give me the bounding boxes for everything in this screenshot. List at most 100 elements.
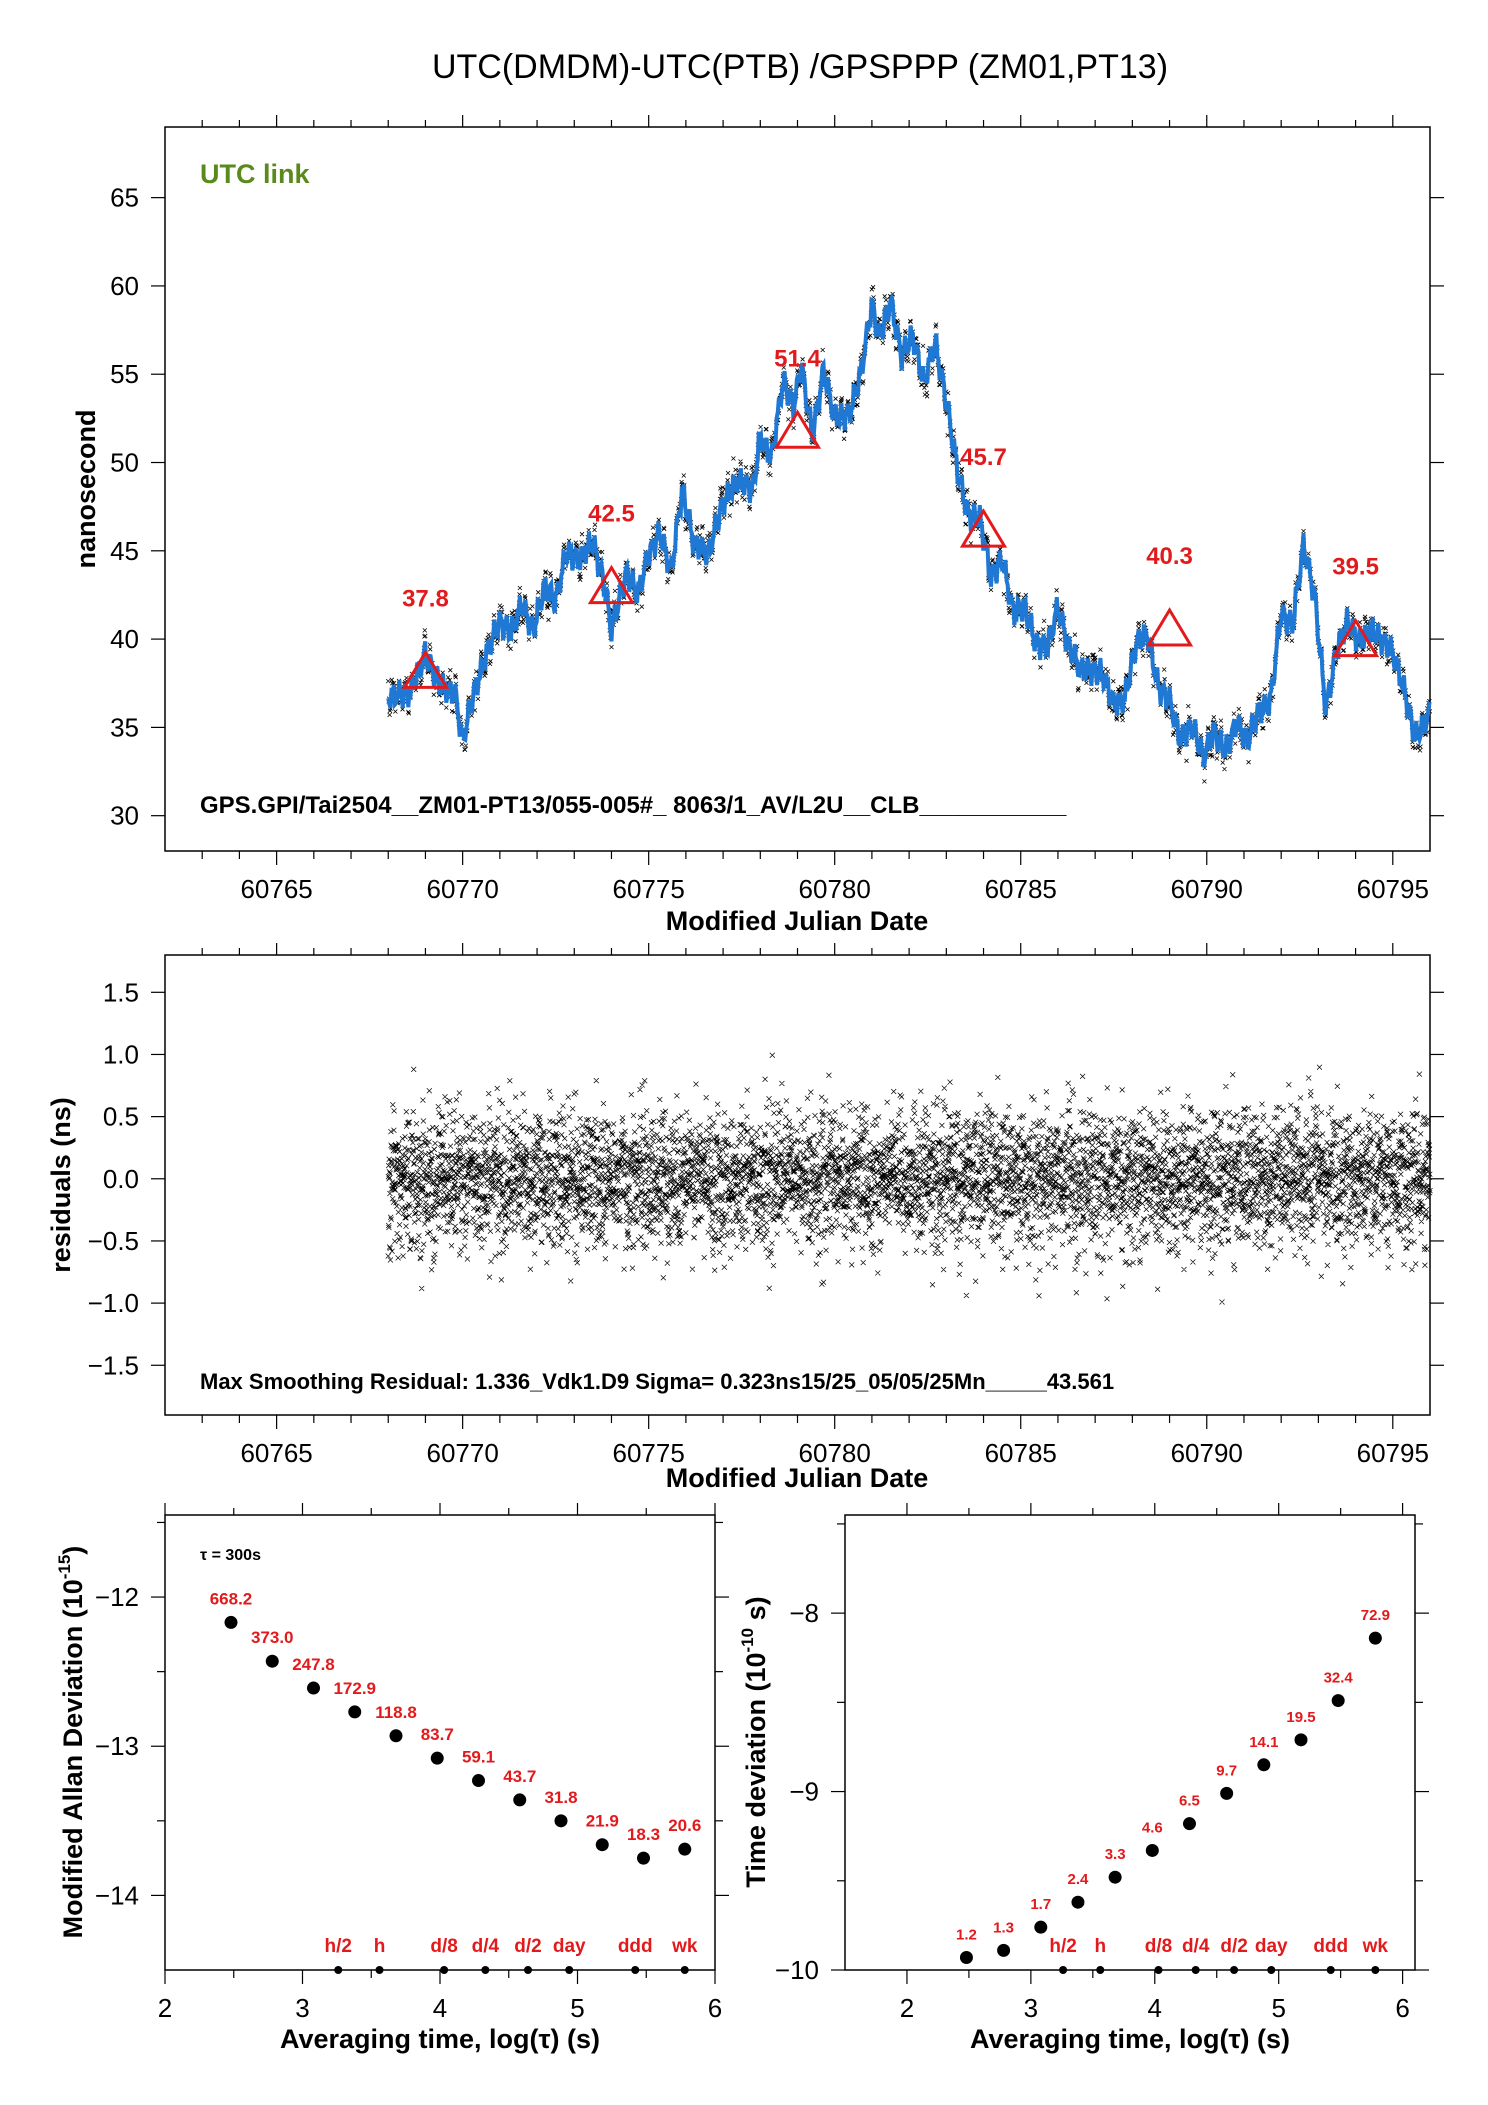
deviation-point (1220, 1786, 1234, 1800)
deviation-value-label: 1.7 (1030, 1896, 1051, 1913)
time-marker-dot (1059, 1966, 1068, 1974)
time-marker-label: day (1255, 1936, 1288, 1957)
deviation-point (1368, 1631, 1382, 1645)
time-marker-label: h (1094, 1936, 1106, 1957)
allan-ylabel-suffix: ) (58, 1546, 88, 1555)
x-tick-label: 60780 (799, 874, 871, 904)
utc-link-label: UTC link (200, 159, 310, 189)
triangle-marker (587, 564, 636, 605)
deviation-value-label: 14.1 (1249, 1734, 1278, 1751)
marker-label: 42.5 (588, 501, 635, 528)
triangle-marker (773, 409, 822, 449)
time-marker-dot (1154, 1966, 1163, 1974)
time-marker-dot (565, 1966, 574, 1974)
x-tick-label: 4 (1148, 1993, 1162, 2023)
y-tick-label: −14 (95, 1880, 139, 1910)
chart-title: UTC(DMDM)-UTC(PTB) /GPSPPP (ZM01,PT13) (432, 48, 1168, 86)
y-tick-label: 45 (110, 536, 139, 566)
time-series-x-axis-title: Modified Julian Date (666, 906, 929, 936)
deviation-point (307, 1681, 320, 1695)
y-tick-label: −8 (789, 1598, 819, 1628)
deviation-point (1294, 1733, 1308, 1747)
triangle-marker (401, 649, 450, 689)
time-marker-label: ddd (618, 1936, 653, 1957)
y-tick-label: 50 (110, 448, 139, 478)
y-tick-label: 1.5 (103, 977, 139, 1007)
deviation-value-label: 21.9 (586, 1812, 619, 1831)
time-marker-dot (1371, 1966, 1380, 1974)
time-series-plot-frame (164, 126, 1431, 852)
time-deviation-points: 1.2 1.3 1.7 2.4 3.3 4.6 6.5 9.7 14.1 19.5 32.4 72.9… (956, 1607, 1390, 1974)
allan-ylabel-main: Modified Allan Deviation (10 (58, 1579, 88, 1938)
x-tick-label: 60775 (613, 1438, 685, 1468)
deviation-value-label: 19.5 (1286, 1709, 1315, 1726)
time-series-panel: 60765 60770 60775 60780 60785 60790 60795 30 35 4… (71, 115, 1444, 936)
y-tick-label: −0.5 (88, 1226, 139, 1256)
marker-label: 39.5 (1332, 554, 1379, 581)
x-tick-label: 60790 (1171, 1438, 1243, 1468)
link-description: GPS.GPI/Tai2504__ZM01-PT13/055-005#_ 806… (200, 792, 1067, 819)
marker-label: 45.7 (960, 444, 1007, 471)
y-tick-label: −9 (789, 1777, 819, 1807)
time-marker-label: h (374, 1936, 386, 1957)
y-tick-label: 35 (110, 712, 139, 742)
x-tick-label: 60790 (1171, 874, 1243, 904)
marker-label: 51.4 (774, 345, 821, 372)
residual-summary: Max Smoothing Residual: 1.336_Vdk1.D9 Si… (200, 1369, 1114, 1394)
marker-label: 40.3 (1146, 543, 1193, 570)
time-marker-label: d/8 (1145, 1936, 1172, 1957)
time-marker-dot (1267, 1966, 1276, 1974)
x-tick-label: 3 (295, 1993, 309, 2023)
marker-label: 37.8 (402, 585, 449, 612)
time-series-raw-points (385, 284, 1433, 784)
time-deviation-panel: 2 3 4 5 6 −10 −9 −8 1.2 1.3 1.7 2.4 3.3 4.6 6.5 9.7 14.… (738, 1503, 1429, 2054)
time-marker-dot (1191, 1966, 1200, 1974)
time-marker-dot (375, 1966, 384, 1974)
x-tick-label: 60765 (240, 874, 312, 904)
deviation-value-label: 31.8 (544, 1788, 577, 1807)
time-deviation-y-axis-title: Time deviation (10-10 s) (738, 1596, 771, 1887)
residuals-panel: 60765 60770 60775 60780 60785 60790 60795 −1.5 −… (46, 943, 1444, 1493)
x-tick-label: 60785 (985, 874, 1057, 904)
deviation-value-label: 32.4 (1324, 1670, 1354, 1687)
deviation-point (472, 1774, 485, 1788)
deviation-point (1257, 1758, 1271, 1772)
deviation-value-label: 668.2 (210, 1589, 253, 1608)
x-tick-label: 60785 (985, 1438, 1057, 1468)
time-deviation-ticks: 2 3 4 5 6 −10 −9 −8 (775, 1503, 1429, 2023)
deviation-value-label: 4.6 (1142, 1819, 1163, 1836)
allan-deviation-ticks: 2 3 4 5 6 −14 −13 −12 (95, 1503, 729, 2023)
allan-ylabel-exponent: -15 (55, 1555, 74, 1580)
x-tick-label: 60765 (240, 1438, 312, 1468)
time-marker-label: d/8 (430, 1936, 457, 1957)
triangle-marker (1145, 607, 1194, 647)
triangle-marker (1331, 617, 1380, 658)
residuals-x-axis-title: Modified Julian Date (666, 1463, 929, 1493)
time-marker-dot (524, 1966, 532, 1974)
x-tick-label: 60775 (613, 874, 685, 904)
time-series-fit-line (386, 292, 1432, 768)
deviation-value-label: 83.7 (421, 1725, 454, 1744)
time-marker-label: d/2 (514, 1936, 541, 1957)
deviation-value-label: 3.3 (1105, 1846, 1126, 1863)
deviation-value-label: 1.3 (993, 1919, 1014, 1936)
time-marker-dot (631, 1966, 640, 1974)
time-marker-label: wk (671, 1936, 698, 1957)
residuals-y-axis-title: residuals (ns) (46, 1097, 76, 1273)
time-marker-label: d/4 (1182, 1936, 1210, 1957)
tdev-ylabel-main: Time deviation (10 (741, 1653, 771, 1888)
x-tick-label: 60770 (426, 874, 498, 904)
deviation-point (1182, 1817, 1196, 1831)
deviation-value-label: 59.1 (462, 1748, 495, 1767)
time-deviation-plot-frame (844, 1514, 1416, 1971)
time-marker-dot (481, 1966, 490, 1974)
time-marker-label: d/2 (1220, 1936, 1247, 1957)
deviation-point (595, 1838, 609, 1852)
y-tick-label: 60 (110, 271, 139, 301)
time-series-markers: 37.8 42.5 51.4 45.7 40.3 39.5 (401, 345, 1380, 689)
allan-deviation-y-axis-title: Modified Allan Deviation (10-15) (55, 1546, 88, 1939)
deviation-value-label: 118.8 (375, 1703, 417, 1722)
deviation-value-label: 6.5 (1179, 1793, 1200, 1810)
y-tick-label: −10 (775, 1955, 819, 1985)
x-tick-label: 5 (570, 1993, 584, 2023)
